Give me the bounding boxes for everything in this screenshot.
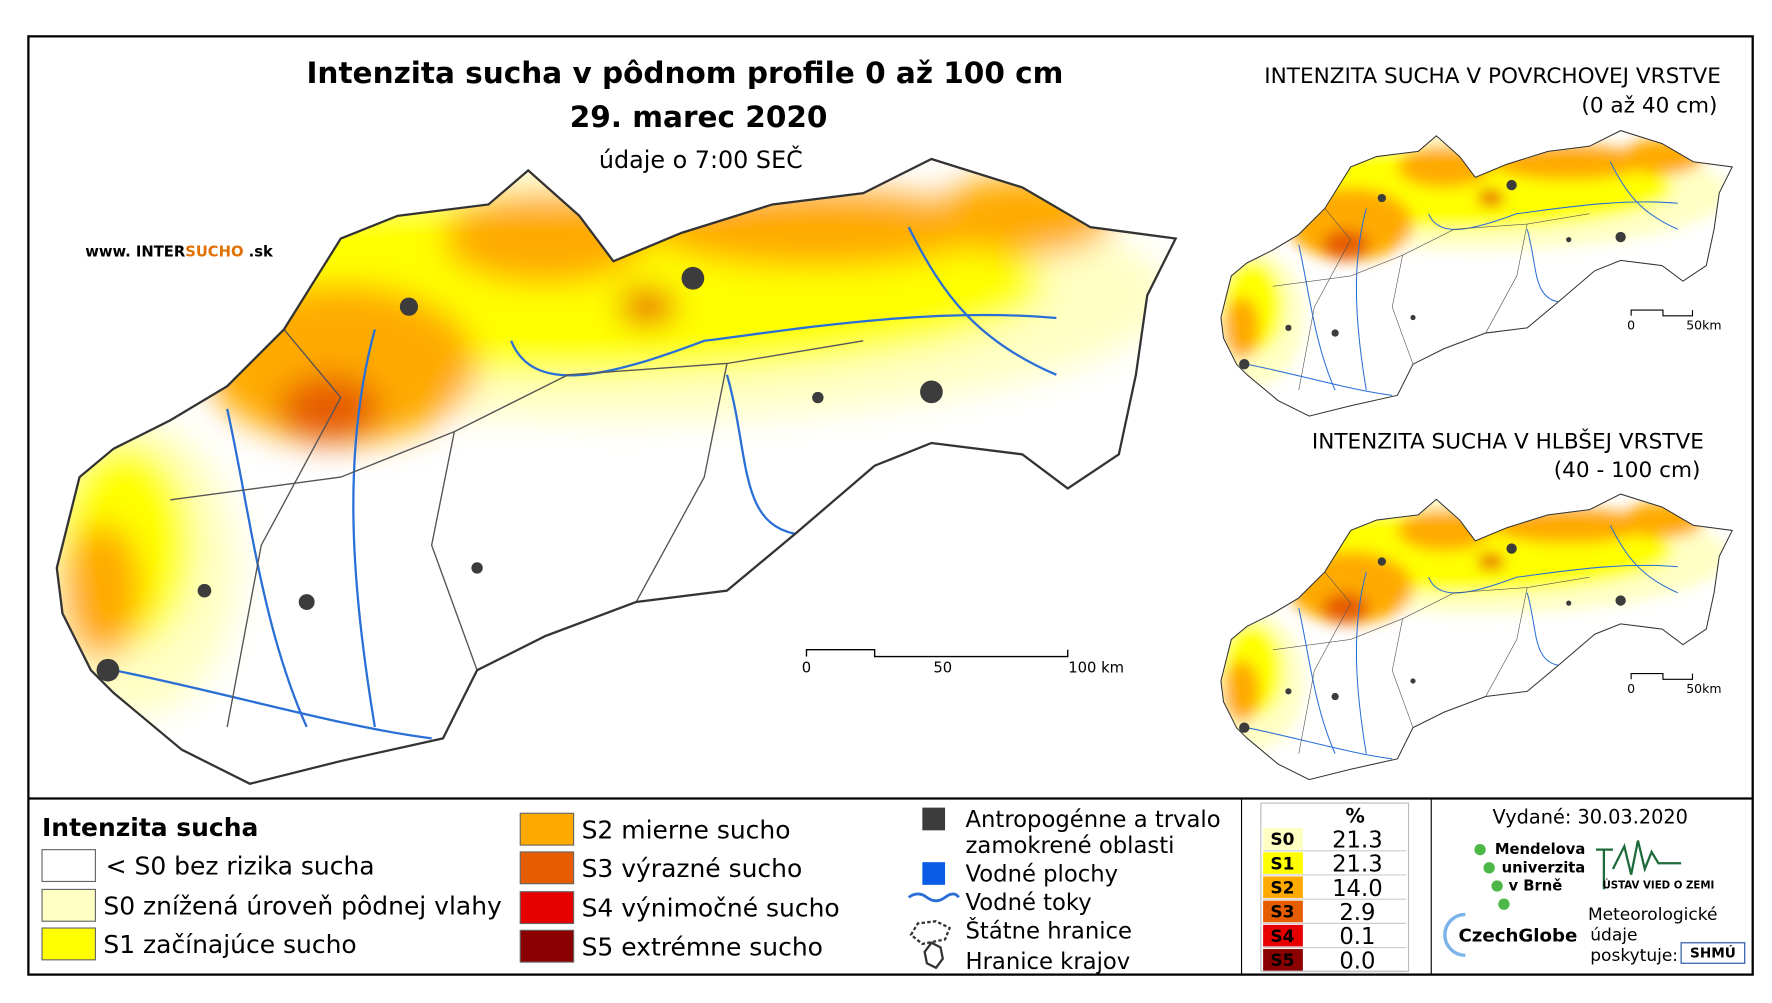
provider-text: Meteorologické	[1588, 905, 1717, 925]
date: 29. marec 2020	[570, 100, 828, 134]
scale-label: 0	[1627, 681, 1635, 696]
legend-label: S5 extrémne sucho	[582, 932, 823, 961]
layer-swatch	[907, 892, 960, 903]
legend-label: S0 znížená úroveň pôdnej vlahy	[103, 891, 502, 920]
legend-swatch	[519, 812, 575, 846]
layer-label: Hranice krajov	[966, 949, 1131, 975]
legend-swatch	[519, 851, 575, 885]
scale-label: 0	[802, 659, 811, 676]
logo-text: Mendelova	[1495, 841, 1586, 858]
legend-label: S3 výrazné sucho	[582, 854, 803, 883]
class-cell	[1263, 949, 1303, 971]
logo-text: v Brně	[1508, 878, 1562, 895]
provider-text: údaje	[1590, 926, 1637, 946]
logo-text: univerzita	[1502, 859, 1586, 876]
logo-text: SHMÚ	[1690, 944, 1736, 962]
scale-label: 50km	[1686, 681, 1721, 696]
main-scale-bar	[805, 649, 1069, 658]
layer-label: Vodné plochy	[966, 861, 1119, 887]
legend-swatch	[41, 927, 96, 961]
class-cell	[1263, 900, 1303, 923]
scale-label: 100 km	[1068, 659, 1124, 676]
scale-label: 50km	[1686, 317, 1721, 332]
layer-label: Štátne hranice	[966, 916, 1132, 944]
percent-value: 0.1	[1339, 924, 1375, 950]
class-cell	[1263, 852, 1303, 874]
inset-title: INTENZITA SUCHA V POVRCHOVEJ VRSTVE	[1264, 64, 1721, 89]
legend-label: S4 výnimočné sucho	[582, 894, 840, 923]
percent-value: 0.0	[1339, 948, 1375, 974]
layer-label: Vodné toky	[966, 890, 1092, 916]
mendel-logo	[1474, 843, 1510, 910]
layer-label: zamokrené oblasti	[966, 833, 1175, 859]
legend-label: < S0 bez rizika sucha	[106, 852, 375, 881]
percent-value: 21.3	[1332, 852, 1383, 878]
class-label: S5	[1270, 951, 1294, 971]
table-header: %	[1345, 804, 1364, 827]
website-suffix: .sk	[244, 244, 275, 261]
legend-title: Intenzita sucha	[42, 813, 258, 842]
logo-text: ÚSTAV VIED O ZEMI	[1602, 878, 1714, 891]
percent-value: 14.0	[1332, 876, 1383, 902]
ustav-logo	[1595, 840, 1682, 890]
legend-swatch	[41, 888, 96, 922]
inset-scale-bar	[1630, 673, 1694, 680]
title: Intenzita sucha v pôdnom profile 0 až 10…	[306, 56, 1063, 90]
issued: Vydané: 30.03.2020	[1493, 806, 1688, 829]
scale-label: 50	[933, 659, 952, 676]
layer-swatch	[909, 920, 952, 946]
class-cell	[1263, 924, 1303, 947]
percent-value: 2.9	[1339, 900, 1375, 926]
provider-text: poskytuje:	[1590, 946, 1678, 966]
website-highlight: SUCHO	[185, 244, 243, 261]
percent-value: 21.3	[1332, 827, 1383, 853]
inset-title: INTENZITA SUCHA V HLBŠEJ VRSTVE	[1312, 429, 1704, 455]
class-label: S3	[1270, 903, 1294, 923]
layer-swatch	[922, 807, 946, 831]
class-cell	[1263, 876, 1303, 899]
inset-subtitle: (40 - 100 cm)	[1554, 458, 1701, 483]
scale-label: 0	[1627, 317, 1635, 332]
legend-swatch	[41, 849, 96, 883]
shmu-logo	[1680, 942, 1746, 964]
class-cell	[1263, 828, 1303, 850]
legend-swatch	[519, 929, 575, 963]
inset-scale-bar	[1630, 309, 1694, 317]
czechglobe-arc	[1443, 912, 1466, 957]
class-label: S1	[1270, 854, 1294, 874]
website: www. INTERSUCHO .sk	[85, 244, 274, 261]
stats-table: % S0 21.3 S1 21.3 S2 14.0 S3 2.9 S4 0.1 S5 0.0	[1260, 802, 1410, 974]
layer-label: Antropogénne a trvalo	[966, 807, 1221, 833]
legend-label: S1 začínajúce sucho	[103, 930, 356, 959]
layer-swatch	[923, 941, 945, 970]
inset-subtitle: (0 až 40 cm)	[1581, 93, 1717, 118]
legend-label: S2 mierne sucho	[582, 815, 791, 844]
class-label: S0	[1270, 830, 1294, 850]
legend-swatch	[519, 891, 575, 925]
class-label: S2	[1270, 878, 1294, 898]
layer-swatch	[922, 862, 946, 885]
time-note: údaje o 7:00 SEČ	[599, 146, 803, 174]
website-prefix: www. INTER	[85, 244, 186, 261]
logo-text: CzechGlobe	[1458, 926, 1577, 947]
legend: < S0 bez rizika sucha S0 znížená úroveň p…	[41, 812, 840, 963]
class-label: S4	[1270, 927, 1294, 947]
